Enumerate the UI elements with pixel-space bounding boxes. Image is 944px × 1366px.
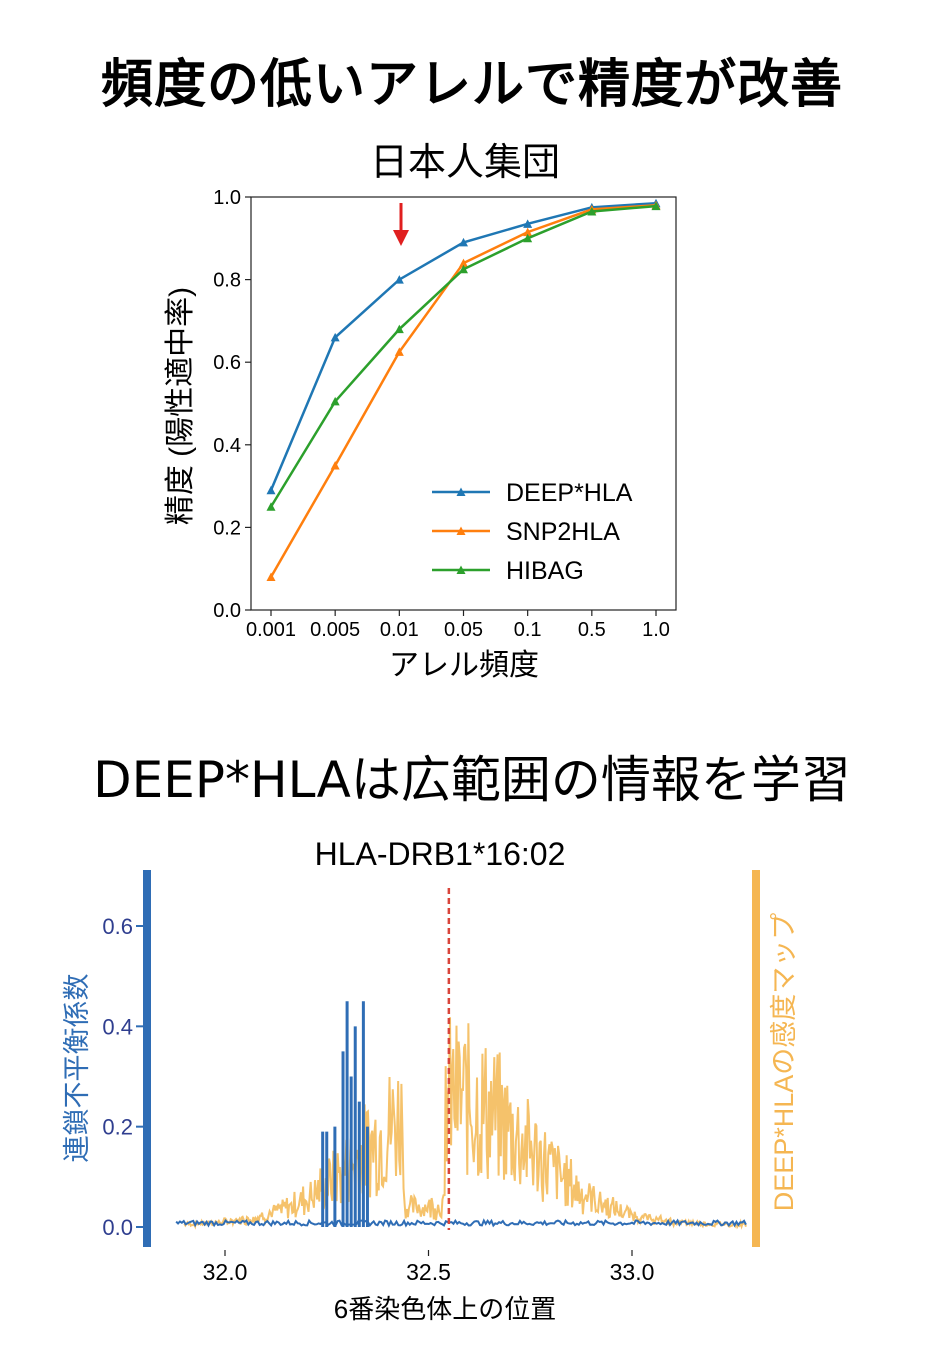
series-line-hibag <box>269 204 657 508</box>
y-tick-label: 0.6 <box>213 352 241 374</box>
y-tick-label: 0.0 <box>102 1215 133 1240</box>
data-point <box>330 460 340 470</box>
data-point <box>394 324 404 334</box>
data-point <box>523 219 533 228</box>
ld-baseline <box>175 1218 747 1228</box>
sensitivity-map-line <box>183 1017 747 1230</box>
data-point <box>459 237 468 247</box>
chart2-title: HLA-DRB1*16:02 <box>315 836 566 872</box>
legend-marker <box>456 565 466 574</box>
y-tick-label: 0.0 <box>213 600 241 622</box>
data-point <box>266 485 276 495</box>
data-point <box>394 275 404 284</box>
legend-label: DEEP*HLA <box>506 479 633 507</box>
chart2-ylabel-right: DEEP*HLAの感度マップ <box>769 913 799 1212</box>
x-tick-label: 0.05 <box>444 619 483 641</box>
y-tick-label: 0.6 <box>102 914 133 939</box>
x-tick-label: 0.5 <box>578 619 606 641</box>
data-point <box>330 332 340 342</box>
data-point <box>523 227 533 237</box>
data-point <box>266 572 276 581</box>
y-tick-label: 1.0 <box>213 187 241 209</box>
chart1-ylabel: 精度 (陽性適中率) <box>164 287 197 525</box>
chart2-ylabel-left: 連鎖不平衡係数 <box>62 974 92 1163</box>
x-tick-label: 0.001 <box>246 619 296 641</box>
data-point <box>587 206 597 216</box>
x-tick-label: 0.01 <box>380 619 419 641</box>
legend-label: HIBAG <box>506 557 584 585</box>
x-tick-label: 0.005 <box>310 619 360 641</box>
x-tick-label: 0.1 <box>514 619 542 641</box>
legend-label: SNP2HLA <box>506 518 620 546</box>
x-tick-label: 32.0 <box>203 1259 248 1285</box>
y-tick-label: 0.2 <box>213 517 241 539</box>
right-axis-bar <box>752 870 760 1247</box>
y-tick-label: 0.4 <box>102 1014 133 1039</box>
chart1-title: 日本人集団 <box>370 142 560 184</box>
legend-marker <box>456 526 466 535</box>
x-tick-label: 33.0 <box>610 1259 655 1285</box>
data-point <box>459 264 468 274</box>
y-tick-label: 0.2 <box>102 1115 133 1140</box>
left-axis-bar <box>143 870 151 1247</box>
data-point <box>394 347 404 356</box>
chart1-xlabel: アレル頻度 <box>389 649 539 682</box>
data-point <box>266 502 276 511</box>
chart2-xlabel: 6番染色体上の位置 <box>334 1294 556 1324</box>
accuracy-chart: 日本人集団 0.0 0.2 0.4 0.6 0.8 1.0 0.001 0.005 0.01 0.… <box>164 142 677 682</box>
x-tick-label: 1.0 <box>642 619 670 641</box>
data-point <box>459 258 468 268</box>
data-point <box>651 201 661 211</box>
x-tick-label: 32.5 <box>406 1259 451 1285</box>
legend-marker <box>456 487 466 496</box>
heading-top: 頻度の低いアレルで精度が改善 <box>100 55 843 115</box>
highlight-arrow-head <box>393 230 409 246</box>
data-point <box>523 233 533 243</box>
heading-bottom: DEEP*HLAは広範囲の情報を学習 <box>93 751 851 809</box>
y-tick-label: 0.8 <box>213 270 241 292</box>
data-point <box>330 396 340 406</box>
y-tick-label: 0.4 <box>213 435 241 457</box>
